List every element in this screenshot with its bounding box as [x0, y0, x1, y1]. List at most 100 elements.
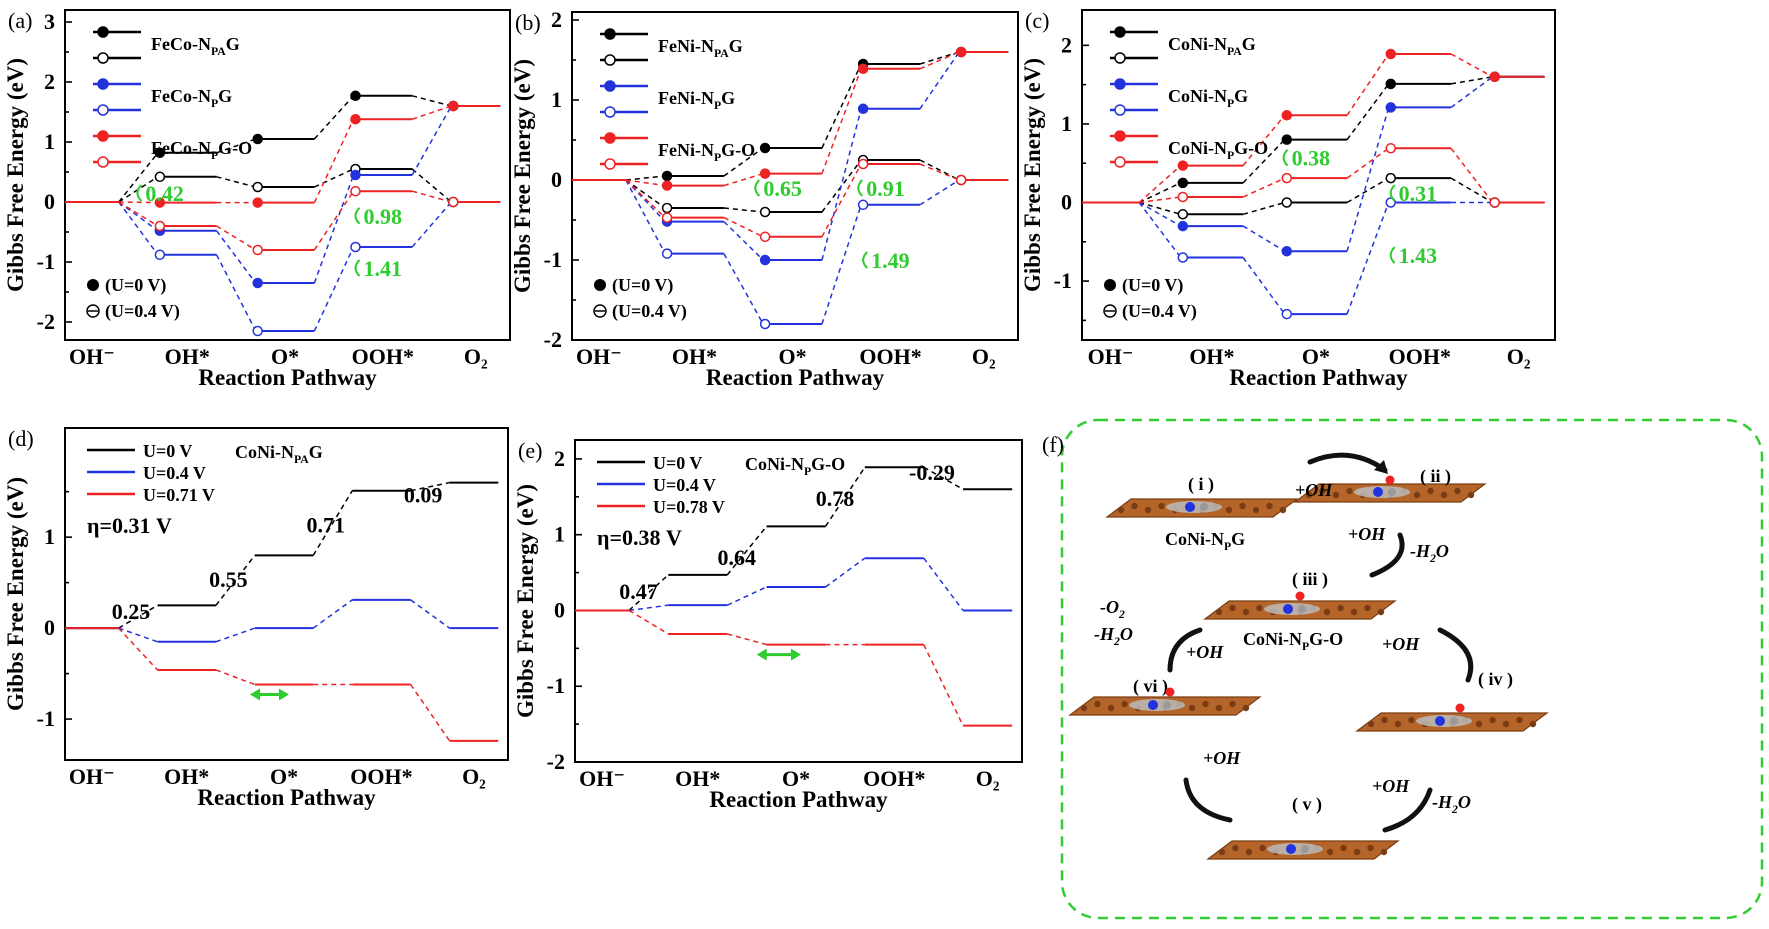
- data-point: [154, 147, 166, 159]
- connector: [1138, 165, 1182, 204]
- green-arrow-head-right: [790, 648, 801, 661]
- connector: [216, 176, 256, 188]
- connector: [723, 172, 764, 187]
- step-energy-label: 0.09: [404, 483, 443, 508]
- data-point: [955, 174, 967, 186]
- plot-frame: [64, 9, 511, 341]
- chart-panel-1: -2 -1 0 1 2 3 OH⁻ OH* O* OOH* O₂ Reaction Pathway Gi…: [3, 8, 511, 390]
- panel-label: (d): [8, 426, 34, 451]
- y-tick-label: -1: [1054, 268, 1072, 293]
- legend-marker: [97, 78, 109, 90]
- connector: [821, 108, 862, 261]
- connector: [411, 190, 452, 203]
- panel-f-label: (f): [1042, 432, 1064, 457]
- legend-marker: [604, 106, 616, 118]
- y-tick-label: -1: [547, 673, 565, 698]
- y-tick-label: -2: [37, 309, 55, 334]
- connector: [118, 627, 158, 643]
- connector: [216, 138, 256, 154]
- data-point: [252, 133, 263, 145]
- connector: [1346, 202, 1390, 315]
- legend-label: U=0.78 V: [653, 497, 725, 517]
- connector: [919, 51, 960, 70]
- connector: [923, 644, 964, 726]
- series-6: [572, 158, 1009, 243]
- reaction-arrow-4: [1382, 787, 1433, 833]
- legend-marker: [97, 156, 109, 168]
- connector: [1242, 139, 1286, 184]
- step-energy-label: -0.29: [909, 460, 955, 485]
- data-point: [448, 196, 459, 208]
- legend-marker: [97, 130, 109, 142]
- connector: [118, 604, 158, 629]
- annotation-hook: [862, 251, 868, 269]
- connector: [118, 201, 159, 232]
- state-label: ( iii ): [1292, 569, 1328, 590]
- data-point: [661, 170, 673, 182]
- y-tick-label: 0: [551, 167, 562, 192]
- legend-label: CoNi-NPG: [1168, 86, 1248, 110]
- annotation-hook: [354, 207, 361, 225]
- legend-marker: [604, 132, 616, 144]
- series-5: [572, 46, 1009, 191]
- data-point: [857, 158, 869, 170]
- legend-marker: [604, 80, 616, 92]
- x-category-label: OH⁻: [69, 764, 115, 789]
- x-category-label: OH⁻: [576, 344, 622, 369]
- data-point: [1177, 191, 1189, 203]
- x-category-label: O₂: [462, 764, 486, 789]
- connector: [923, 557, 964, 611]
- connector: [1346, 147, 1390, 179]
- chart-title: CoNi-NPAG: [235, 442, 323, 466]
- state-label: ( vi ): [1133, 676, 1168, 697]
- data-point: [661, 180, 673, 191]
- connector: [313, 118, 355, 203]
- x-category-label: OOH*: [1389, 344, 1451, 369]
- connector: [919, 163, 960, 181]
- connector: [821, 159, 862, 213]
- state-label: ( v ): [1292, 794, 1322, 815]
- connector: [821, 68, 862, 174]
- panel-label: (a): [8, 8, 32, 33]
- data-point: [1281, 134, 1293, 145]
- data-point: [857, 103, 869, 115]
- data-point: [252, 181, 263, 193]
- eta-label: η=0.31 V: [87, 513, 172, 538]
- connector: [215, 669, 256, 686]
- connector: [1242, 257, 1286, 315]
- data-point: [350, 241, 361, 253]
- data-point: [448, 100, 459, 112]
- y-axis-title: Gibbs Free Energy (eV): [510, 59, 535, 293]
- connector: [216, 225, 257, 251]
- x-category-label: OOH*: [350, 764, 412, 789]
- legend-marker: [1114, 104, 1126, 116]
- connector: [723, 147, 764, 177]
- legend-u04: (U=0.4 V): [105, 301, 180, 322]
- connector: [1346, 53, 1390, 116]
- legend-marker: [97, 104, 109, 116]
- data-point: [154, 197, 166, 208]
- connector: [411, 105, 452, 120]
- oxygen-atom: [1295, 591, 1305, 601]
- connector: [118, 627, 159, 671]
- legend-marker: [1114, 156, 1126, 168]
- legend-marker: [604, 54, 616, 66]
- legend-label: CoNi-NPAG: [1168, 34, 1256, 58]
- step-energy-label: 0.78: [816, 486, 855, 511]
- data-point: [759, 318, 771, 330]
- oxygen-atom: [1385, 475, 1395, 485]
- connector: [919, 159, 960, 181]
- plot-frame: [571, 11, 1019, 341]
- connector: [313, 174, 355, 284]
- graphene-sheet-6: [1068, 696, 1262, 716]
- x-category-label: OH⁻: [69, 344, 115, 369]
- limiting-step-value: 0.91: [866, 176, 905, 201]
- connector: [1450, 177, 1494, 204]
- connector: [625, 179, 666, 254]
- connector: [1138, 182, 1182, 204]
- plus-oh-label: +OH: [1372, 776, 1410, 796]
- panel-f-schematic: (f) ( i ) ( ii ) ( iii ) ( iv ) ( v ) ( vi ) C…: [1042, 418, 1764, 920]
- connector: [1450, 76, 1494, 109]
- x-category-label: O*: [271, 344, 299, 369]
- plus-oh-label: +OH: [1348, 524, 1386, 544]
